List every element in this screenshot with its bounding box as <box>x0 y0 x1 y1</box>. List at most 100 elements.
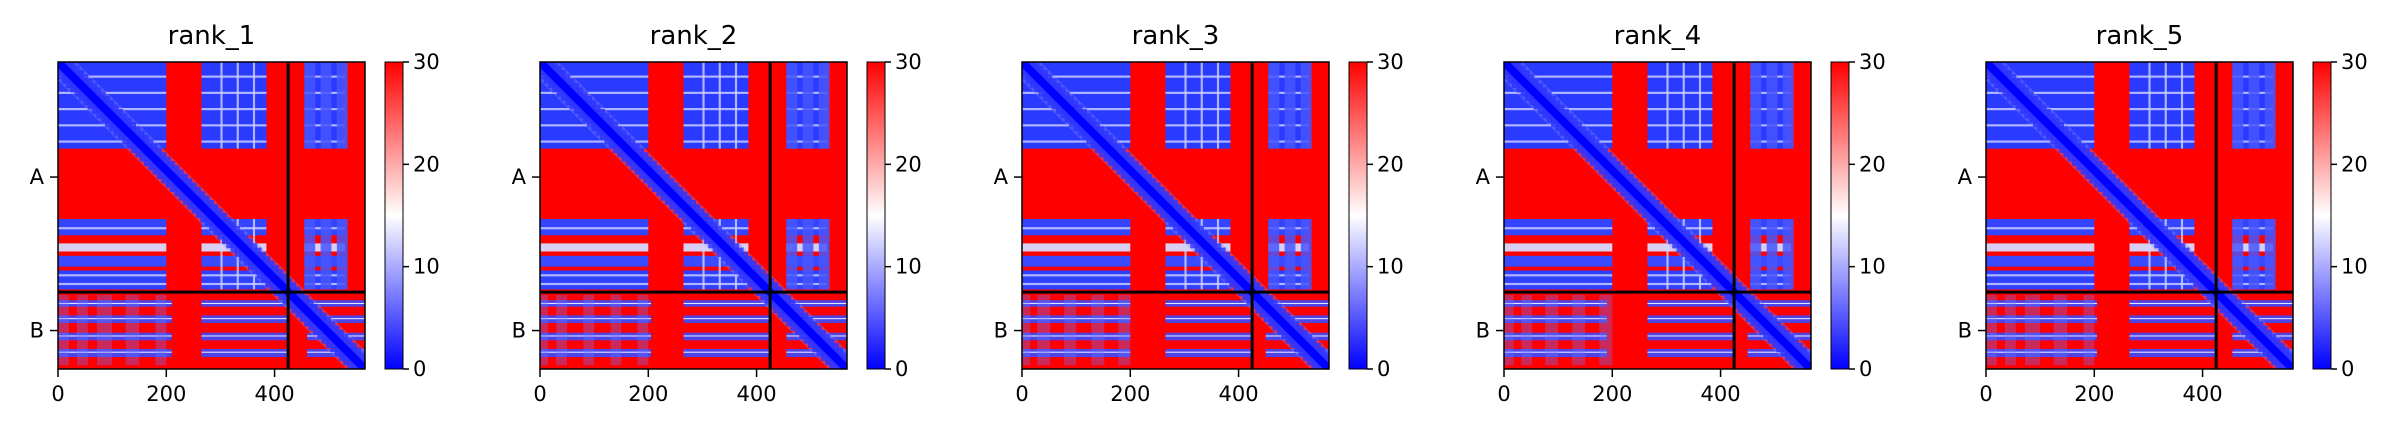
heatmap-block <box>1647 62 1713 149</box>
heatmap-block <box>1037 294 1051 366</box>
heatmap-block <box>2264 62 2276 149</box>
heatmap-block <box>818 62 830 149</box>
chain-label: B <box>1958 319 1972 343</box>
heatmap-block <box>2129 91 2195 94</box>
heatmap-block <box>1504 294 1514 366</box>
heatmap-block <box>1647 140 1713 143</box>
heatmap-block <box>1165 335 1253 337</box>
heatmap-block <box>76 294 88 366</box>
heatmap-block <box>1184 62 1187 149</box>
heatmap-block <box>1165 62 1231 149</box>
x-tick-label: 200 <box>1592 382 1632 406</box>
heatmap-block <box>58 332 172 341</box>
colorbar <box>1830 61 1850 370</box>
heatmap-block <box>2129 124 2195 127</box>
heatmap-block <box>2053 294 2068 366</box>
heatmap-block <box>201 75 267 78</box>
heatmap-block <box>1265 318 1329 320</box>
heatmap-block <box>1504 348 1607 358</box>
heatmap-block <box>2232 318 2293 320</box>
heatmap-block <box>1782 219 1794 290</box>
heatmap-block <box>1284 62 1296 149</box>
heatmap-block <box>1572 294 1586 366</box>
heatmap-block <box>58 351 172 353</box>
heatmap-block <box>1750 62 1762 149</box>
heatmap-block <box>540 91 649 94</box>
x-tick-label: 400 <box>737 382 777 406</box>
heatmap-block <box>1216 62 1220 149</box>
heatmap-block <box>1022 75 1131 78</box>
heatmap-block <box>1666 219 1669 290</box>
heatmap-block <box>2264 219 2276 290</box>
heatmap-block <box>1986 282 2095 286</box>
heatmap-block <box>96 294 113 366</box>
heatmap-block <box>201 332 289 341</box>
heatmap-block <box>1986 348 2097 358</box>
heatmap-block <box>2164 62 2167 149</box>
heatmap-block <box>320 62 332 149</box>
chain-label: B <box>1476 319 1490 343</box>
heatmap-block <box>583 294 595 366</box>
heatmap-block <box>1165 282 1231 286</box>
heatmap-block <box>1521 294 1533 366</box>
chain-label: B <box>512 319 526 343</box>
heatmap-block <box>1986 274 2095 277</box>
heatmap-block <box>637 294 649 366</box>
heatmap-block <box>336 62 348 149</box>
heatmap-block <box>683 62 749 149</box>
heatmap-block <box>802 62 814 149</box>
heatmap-block <box>1300 219 1312 290</box>
heatmap-block <box>1986 270 2095 290</box>
heatmap-block <box>683 108 749 111</box>
heatmap-block <box>58 274 167 277</box>
heatmap-block <box>2129 302 2217 305</box>
x-tick-label: 200 <box>1110 382 1150 406</box>
heatmap-block <box>818 219 830 290</box>
heatmap-block <box>702 62 705 149</box>
heatmap-block <box>683 318 771 320</box>
heatmap-block <box>1165 124 1231 127</box>
heatmap-block <box>252 62 256 149</box>
heatmap-block <box>58 302 172 305</box>
diagonal-line <box>540 62 847 369</box>
heatmap-block <box>1022 294 1031 366</box>
heatmap-block <box>58 219 167 236</box>
heatmap-block <box>220 219 223 290</box>
panel-title: rank_5 <box>2096 21 2184 51</box>
heatmap-block <box>1750 219 1762 290</box>
x-tick-label: 400 <box>255 382 295 406</box>
heatmap-block <box>58 335 172 337</box>
colorbar-tick-label: 30 <box>2341 50 2368 74</box>
heatmap-block <box>201 274 267 277</box>
heatmap-block <box>201 318 289 320</box>
heatmap-matrix <box>540 62 847 369</box>
heatmap-block <box>1986 294 1997 366</box>
colorbar <box>384 61 404 370</box>
heatmap-block <box>1504 91 1613 94</box>
heatmap-block <box>1265 348 1329 358</box>
heatmap-block <box>702 219 705 290</box>
heatmap-block <box>1682 62 1685 149</box>
plot-frame <box>539 61 848 370</box>
heatmap-block <box>734 62 738 149</box>
heatmap-block <box>2248 62 2260 149</box>
chain-label: A <box>512 165 527 189</box>
heatmap-block <box>307 318 365 320</box>
heatmap-block <box>320 219 332 290</box>
heatmap-block <box>1504 227 1613 230</box>
heatmap-block <box>201 140 267 143</box>
heatmap-block <box>201 335 289 337</box>
heatmap-block <box>1200 62 1203 149</box>
panel-title: rank_1 <box>168 21 256 51</box>
heatmap-block <box>1504 302 1607 305</box>
heatmap-block <box>1698 62 1702 149</box>
heatmap-block <box>1022 302 1131 305</box>
heatmap-block <box>786 219 798 290</box>
colorbar-tick-label: 20 <box>1377 152 1404 176</box>
heatmap-block <box>1504 351 1607 353</box>
heatmap-block <box>2129 62 2195 149</box>
panel-title: rank_3 <box>1132 21 1220 51</box>
heatmap-block <box>2129 351 2217 353</box>
heatmap-block <box>1165 318 1253 320</box>
